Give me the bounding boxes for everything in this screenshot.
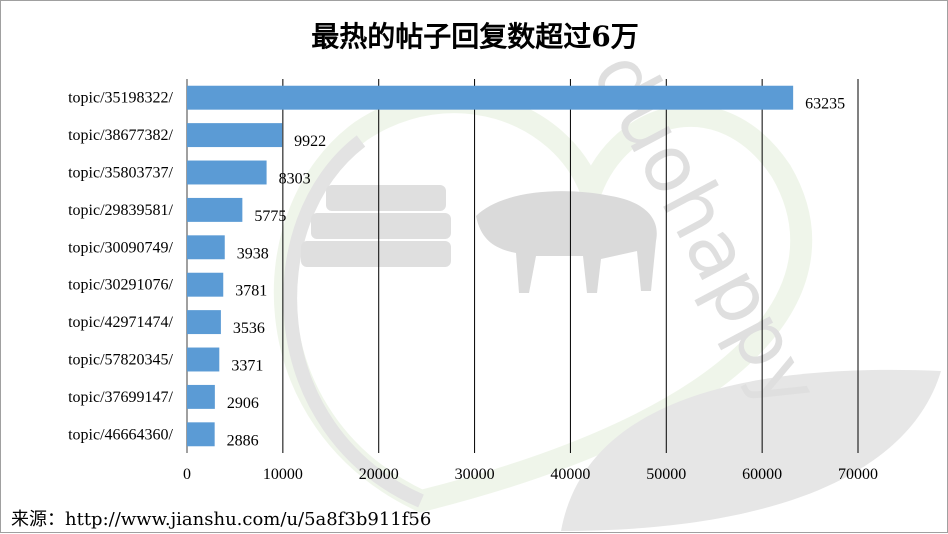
data-label: 3371 [231,358,263,375]
leaf-icon [561,369,941,531]
bar [187,272,224,297]
bar [187,384,215,409]
labels: 0 10000 20000 30000 40000 50000 60000 70000 topi… [68,90,878,483]
bar [187,160,267,185]
x-tick-label: 0 [183,466,191,483]
bar [187,197,243,222]
bar [187,422,215,447]
x-tick-label: 10000 [263,466,303,483]
data-label: 2886 [227,432,259,449]
data-label: 3536 [233,320,265,337]
bar [187,85,794,110]
data-label: 3938 [237,245,269,262]
data-label: 5775 [254,208,286,225]
x-tick-label: 70000 [838,466,878,483]
bar [187,310,221,335]
data-label: 8303 [279,171,311,188]
x-tick-label: 40000 [550,466,590,483]
category-label: topic/29839581/ [68,202,173,219]
bar [187,347,220,372]
x-tick-label: 20000 [359,466,399,483]
category-label: topic/35803737/ [68,165,173,182]
category-label: topic/57820345/ [68,352,173,369]
category-label: topic/46664360/ [68,426,173,443]
category-label: topic/42971474/ [68,314,173,331]
category-label: topic/35198322/ [68,90,173,107]
data-label: 9922 [294,133,326,150]
category-label: topic/38677382/ [68,127,173,144]
bars [187,85,794,447]
category-label: topic/30090749/ [68,239,173,256]
books-icon [301,185,451,267]
bar [187,123,283,148]
bar [187,235,225,260]
data-label: 2906 [227,395,259,412]
x-tick-label: 50000 [646,466,686,483]
data-label: 63235 [805,96,845,113]
source-note: 来源：http://www.jianshu.com/u/5a8f3b911f56 [11,509,432,530]
chart-title: 最热的帖子回复数超过6万 [311,20,639,53]
bull-icon [476,191,657,293]
x-tick-label: 60000 [742,466,782,483]
heart-outline-shade [283,135,424,508]
x-tick-label: 30000 [455,466,495,483]
data-label: 3781 [235,283,267,300]
category-label: topic/30291076/ [68,277,173,294]
category-label: topic/37699147/ [68,389,173,406]
